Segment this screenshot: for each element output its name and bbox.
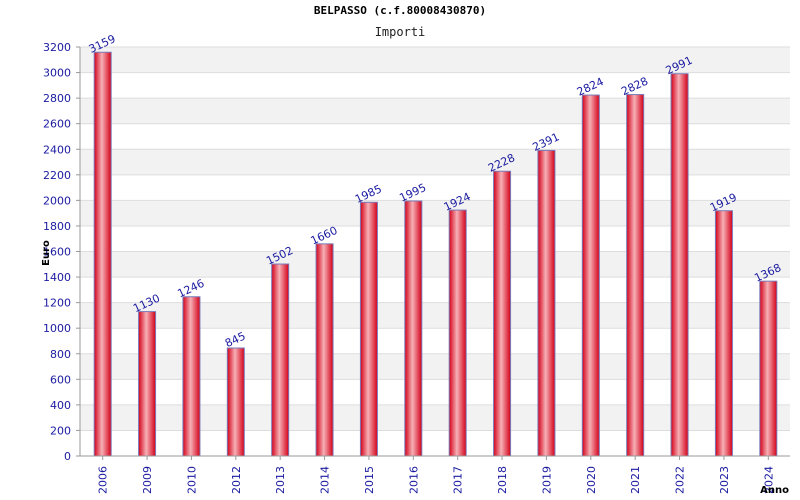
bar: [359, 201, 378, 457]
bar: [670, 73, 689, 457]
chart-subtitle: Importi: [374, 25, 426, 39]
y-tick-label: 0: [64, 450, 71, 463]
x-tick-label: 2013: [274, 466, 287, 494]
bar: [714, 210, 733, 457]
x-tick-label: 2021: [629, 466, 642, 494]
y-tick-label: 1400: [43, 271, 71, 284]
x-tick-label: 2009: [141, 466, 154, 494]
x-tick-label: 2023: [718, 466, 731, 494]
bar: [581, 94, 600, 457]
x-tick-label: 2018: [496, 466, 509, 494]
x-tick-label: 2020: [585, 466, 598, 494]
y-tick-label: 3200: [43, 41, 71, 54]
bar: [182, 296, 201, 457]
bar: [93, 51, 112, 457]
y-tick-label: 200: [50, 424, 71, 437]
x-tick-label: 2014: [319, 466, 332, 494]
y-tick-label: 2800: [43, 92, 71, 105]
y-tick-label: 1600: [43, 246, 71, 259]
y-tick-label: 1000: [43, 322, 71, 335]
bar: [626, 94, 645, 457]
bars: [93, 51, 778, 457]
chart-title: BELPASSO (c.f.80008430870): [313, 4, 487, 17]
y-tick-label: 400: [50, 399, 71, 412]
x-tick-label: 2016: [407, 466, 420, 494]
bar: [138, 311, 157, 457]
data-label: 845: [223, 329, 248, 350]
x-tick-label: 2024: [762, 466, 775, 494]
y-tick-label: 1200: [43, 297, 71, 310]
y-tick-label: 800: [50, 348, 71, 361]
y-tick-label: 2400: [43, 143, 71, 156]
y-tick-label: 3000: [43, 67, 71, 80]
bar: [448, 209, 467, 457]
bar: [759, 280, 778, 457]
y-axis-label: Euro: [41, 240, 52, 266]
y-tick-label: 600: [50, 373, 71, 386]
bar: [271, 263, 290, 457]
x-tick-label: 2015: [363, 466, 376, 494]
grid-band: [80, 47, 790, 73]
y-tick-label: 1800: [43, 220, 71, 233]
x-tick-label: 2017: [452, 466, 465, 494]
bar: [537, 149, 556, 457]
bar: [493, 170, 512, 457]
bar: [226, 347, 245, 457]
x-tick-label: 2010: [185, 466, 198, 494]
x-tick-label: 2006: [97, 466, 110, 494]
x-axis-label: Anno: [760, 485, 789, 496]
x-tick-label: 2019: [540, 466, 553, 494]
bar: [404, 200, 423, 457]
y-tick-label: 2000: [43, 194, 71, 207]
bar: [315, 243, 334, 457]
x-tick-label: 2012: [230, 466, 243, 494]
y-tick-label: 2600: [43, 118, 71, 131]
axes: [76, 46, 790, 460]
x-tick-label: 2022: [674, 466, 687, 494]
y-tick-label: 2200: [43, 169, 71, 182]
